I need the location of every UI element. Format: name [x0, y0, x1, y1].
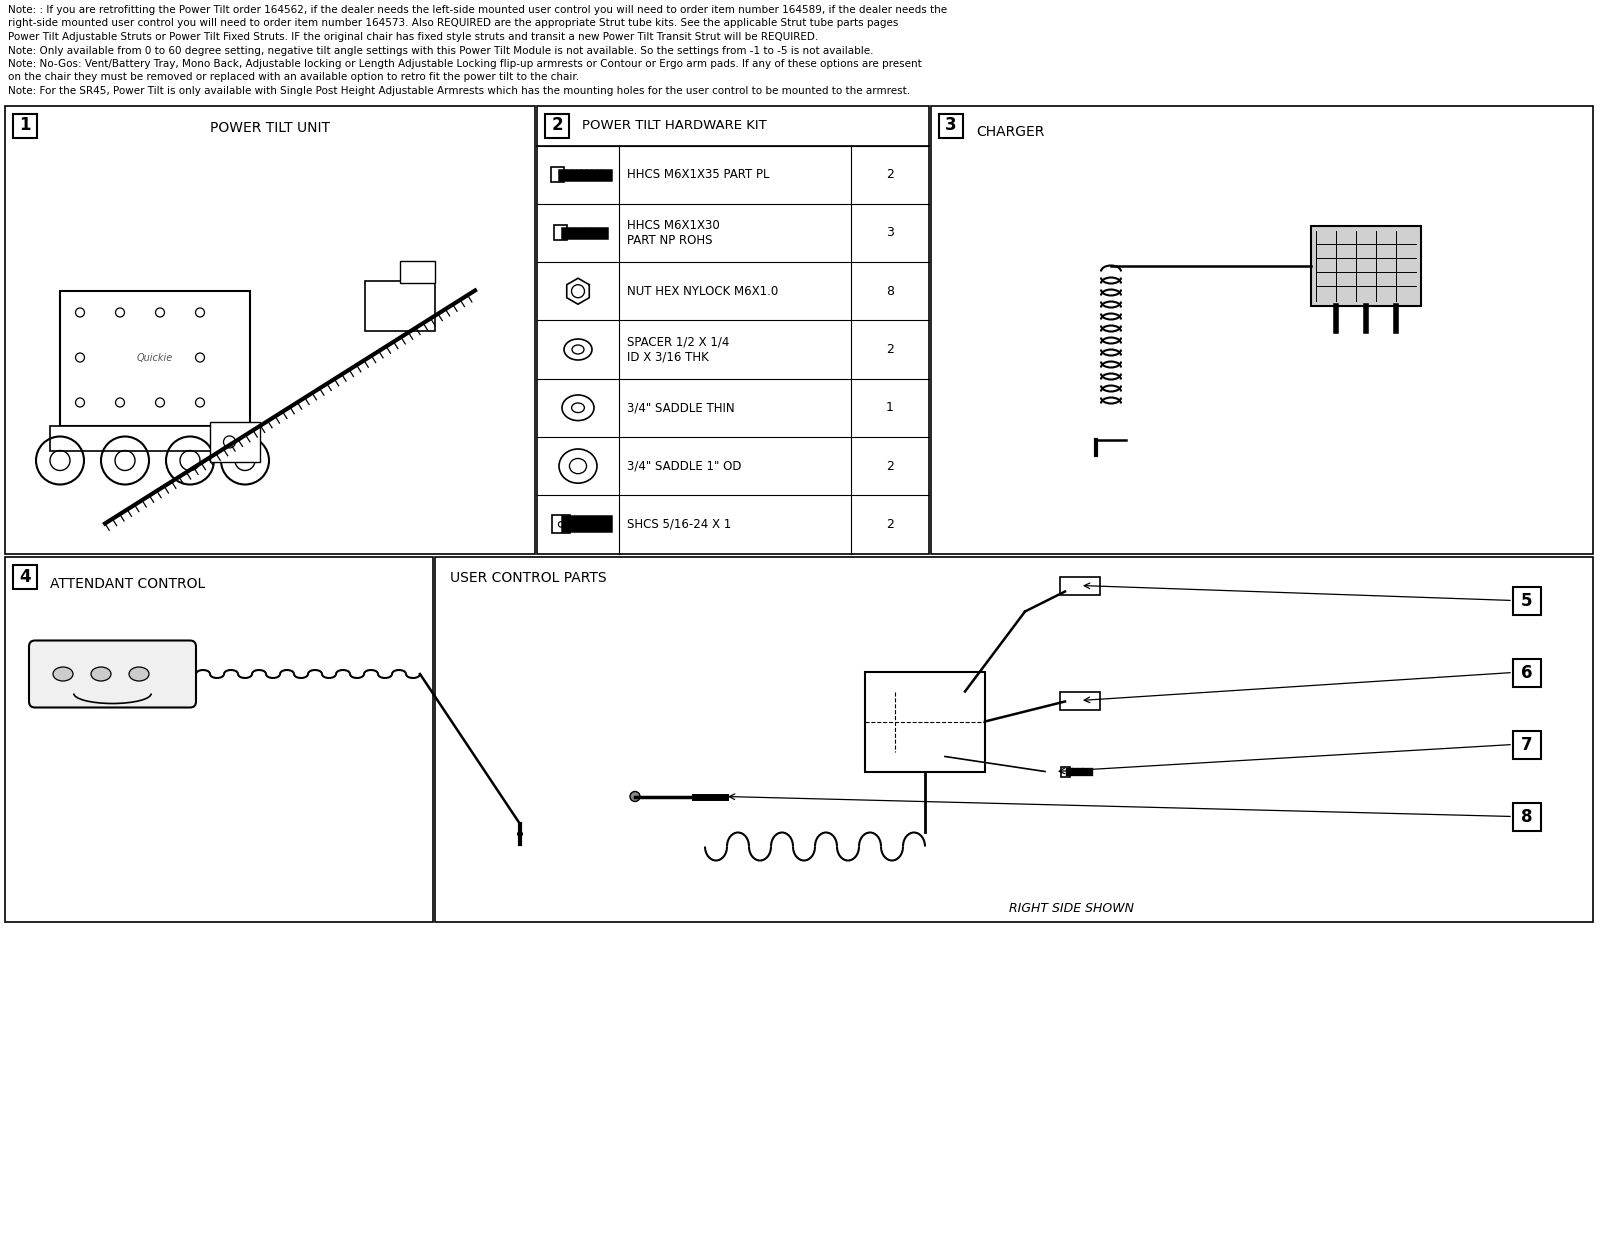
Text: 3: 3 [946, 116, 957, 135]
Text: 5: 5 [1522, 591, 1533, 610]
Bar [931, 105, 1594, 553]
Bar [1514, 731, 1541, 758]
Bar [550, 167, 563, 182]
Bar [552, 516, 570, 533]
Bar [554, 225, 568, 240]
Text: NUT HEX NYLOCK M6X1.0: NUT HEX NYLOCK M6X1.0 [627, 285, 778, 298]
Text: SHCS 5/16-24 X 1: SHCS 5/16-24 X 1 [627, 518, 731, 531]
Bar [435, 557, 1594, 922]
Bar [13, 564, 37, 589]
Bar [1061, 767, 1070, 777]
Text: right-side mounted user control you will need to order item number 164573. Also : right-side mounted user control you will… [8, 19, 898, 28]
Text: 6: 6 [1522, 663, 1533, 682]
Text: 4: 4 [19, 568, 30, 585]
Text: 3/4" SADDLE THIN: 3/4" SADDLE THIN [627, 401, 734, 414]
Text: 1: 1 [886, 401, 894, 414]
Text: SPACER 1/2 X 1/4
ID X 3/16 THK: SPACER 1/2 X 1/4 ID X 3/16 THK [627, 335, 730, 364]
Text: Quickie: Quickie [138, 354, 173, 364]
Text: CHARGER: CHARGER [976, 125, 1045, 140]
Text: POWER TILT UNIT: POWER TILT UNIT [210, 121, 330, 136]
Bar [13, 114, 37, 137]
Text: Note: Only available from 0 to 60 degree setting, negative tilt angle settings w: Note: Only available from 0 to 60 degree… [8, 46, 874, 56]
Bar [365, 281, 435, 330]
Text: 2: 2 [886, 460, 894, 473]
Text: USER CONTROL PARTS: USER CONTROL PARTS [450, 571, 606, 585]
Bar [1514, 586, 1541, 615]
Text: 8: 8 [1522, 808, 1533, 825]
Ellipse shape [130, 667, 149, 682]
Text: 3: 3 [886, 226, 894, 240]
Ellipse shape [630, 792, 640, 802]
FancyBboxPatch shape [29, 641, 195, 708]
Text: on the chair they must be removed or replaced with an available option to retro : on the chair they must be removed or rep… [8, 73, 579, 83]
Ellipse shape [91, 667, 110, 682]
Bar [1059, 576, 1101, 595]
Text: 3/4" SADDLE 1" OD: 3/4" SADDLE 1" OD [627, 460, 741, 473]
Bar [546, 114, 570, 137]
Bar [866, 672, 986, 772]
Text: 8: 8 [886, 285, 894, 298]
Bar [1059, 691, 1101, 710]
Text: 7: 7 [1522, 736, 1533, 753]
Text: 2: 2 [550, 116, 563, 135]
Text: RIGHT SIDE SHOWN: RIGHT SIDE SHOWN [1010, 902, 1134, 914]
Text: POWER TILT HARDWARE KIT: POWER TILT HARDWARE KIT [582, 119, 766, 132]
Bar [939, 114, 963, 137]
Text: Note: No-Gos: Vent/Battery Tray, Mono Back, Adjustable locking or Length Adjusta: Note: No-Gos: Vent/Battery Tray, Mono Ba… [8, 59, 922, 69]
Text: HHCS M6X1X35 PART PL: HHCS M6X1X35 PART PL [627, 168, 770, 181]
Ellipse shape [53, 667, 74, 682]
Text: ATTENDANT CONTROL: ATTENDANT CONTROL [50, 576, 205, 590]
Text: Power Tilt Adjustable Struts or Power Tilt Fixed Struts. IF the original chair h: Power Tilt Adjustable Struts or Power Ti… [8, 32, 818, 42]
Text: Note: For the SR45, Power Tilt is only available with Single Post Height Adjusta: Note: For the SR45, Power Tilt is only a… [8, 87, 910, 96]
Text: HHCS M6X1X30
PART NP ROHS: HHCS M6X1X30 PART NP ROHS [627, 219, 720, 247]
Bar [210, 422, 259, 461]
Text: 1: 1 [19, 116, 30, 135]
Text: 2: 2 [886, 518, 894, 531]
Text: 2: 2 [886, 343, 894, 356]
Bar [5, 557, 434, 922]
Bar [1310, 225, 1421, 306]
Text: 2: 2 [886, 168, 894, 181]
Bar [61, 291, 250, 426]
Bar [5, 105, 534, 553]
Bar [1514, 658, 1541, 687]
Text: Note: : If you are retrofitting the Power Tilt order 164562, if the dealer needs: Note: : If you are retrofitting the Powe… [8, 5, 947, 15]
Ellipse shape [517, 831, 523, 837]
Bar [400, 261, 435, 282]
Bar [50, 426, 259, 450]
Bar [538, 105, 930, 553]
Bar [1514, 803, 1541, 830]
